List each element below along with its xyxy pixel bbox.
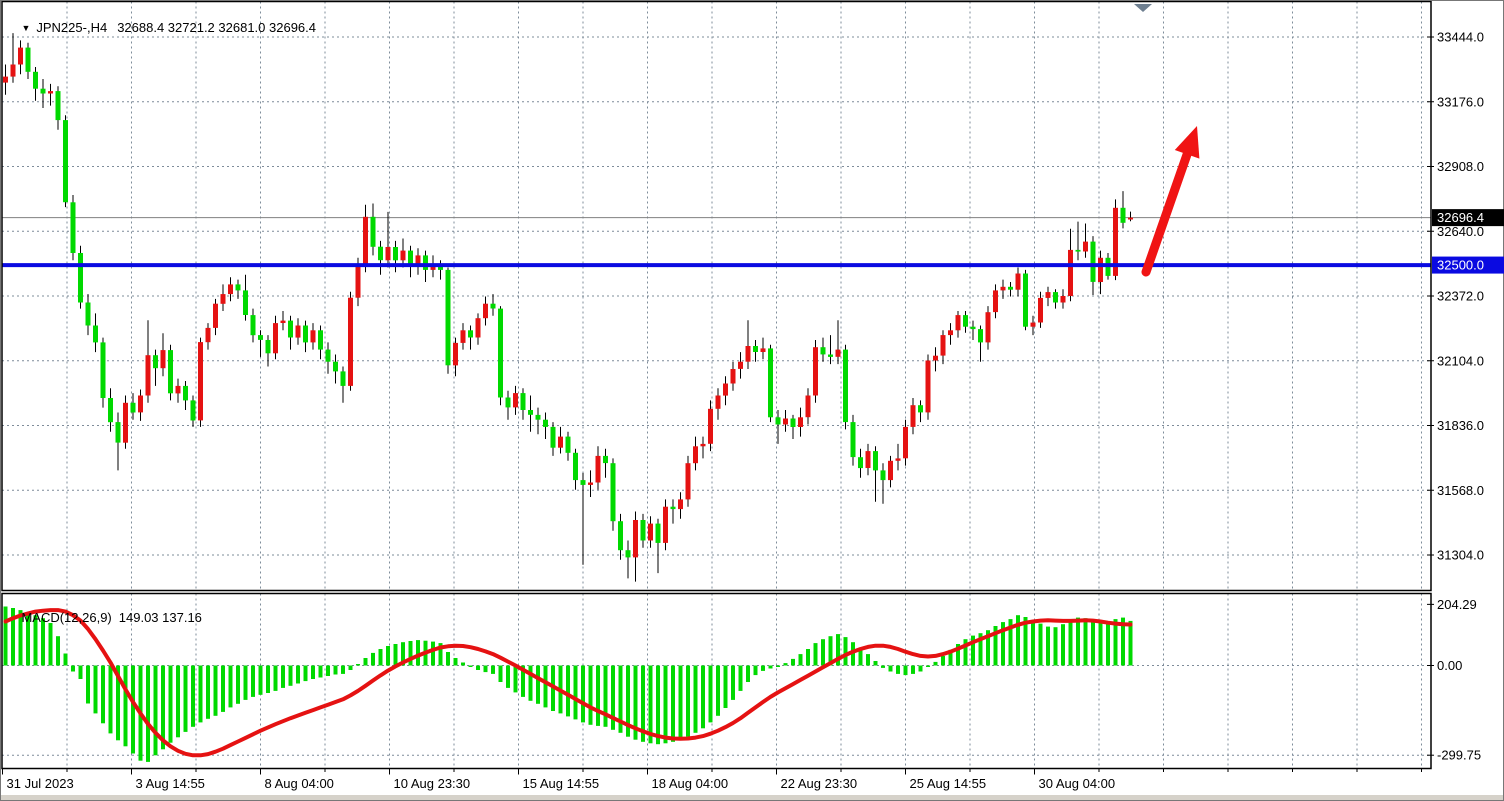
svg-text:32640.0: 32640.0: [1437, 224, 1484, 239]
macd-header: MACD(12,26,9) 149.03 137.16: [7, 595, 202, 640]
ohlc-values: 32688.4 32721.2 32681.0 32696.4: [117, 20, 316, 35]
macd-current-values: 149.03 137.16: [118, 610, 202, 625]
svg-text:15 Aug 14:55: 15 Aug 14:55: [523, 776, 600, 791]
svg-text:33176.0: 33176.0: [1437, 94, 1484, 109]
macd-indicator-label: MACD(12,26,9): [21, 610, 112, 625]
svg-text:31836.0: 31836.0: [1437, 418, 1484, 433]
svg-text:33444.0: 33444.0: [1437, 30, 1484, 45]
svg-text:31568.0: 31568.0: [1437, 483, 1484, 498]
symbol-dropdown-icon[interactable]: ▼: [21, 23, 31, 33]
svg-text:32696.4: 32696.4: [1437, 210, 1484, 225]
svg-text:22 Aug 23:30: 22 Aug 23:30: [781, 776, 858, 791]
current-price-tag: 32696.4: [1432, 209, 1504, 227]
symbol-period-label: JPN225-,H4: [36, 20, 108, 35]
svg-text:32500.0: 32500.0: [1437, 258, 1484, 273]
macd-signal-line: [3, 608, 1133, 758]
svg-text:32372.0: 32372.0: [1437, 289, 1484, 304]
svg-text:32104.0: 32104.0: [1437, 353, 1484, 368]
svg-text:25 Aug 14:55: 25 Aug 14:55: [910, 776, 987, 791]
svg-text:-299.75: -299.75: [1437, 748, 1481, 763]
time-axis[interactable]: 31 Jul 2023 3 Aug 14:55 8 Aug 04:00 10 Aug …: [2, 768, 1422, 792]
shift-marker-icon: [1134, 4, 1152, 12]
chart-header: ▼ JPN225-,H4 32688.4 32721.2 32681.0 32696…: [7, 5, 316, 50]
svg-text:3 Aug 14:55: 3 Aug 14:55: [136, 776, 205, 791]
bottom-scroll-strip[interactable]: [1, 795, 1503, 800]
up-trend-arrow[interactable]: [1141, 126, 1200, 277]
candles: [3, 33, 1133, 582]
svg-text:8 Aug 04:00: 8 Aug 04:00: [265, 776, 334, 791]
svg-text:31 Jul 2023: 31 Jul 2023: [7, 776, 74, 791]
svg-text:18 Aug 04:00: 18 Aug 04:00: [652, 776, 729, 791]
svg-text:0.00: 0.00: [1437, 658, 1462, 673]
svg-text:31304.0: 31304.0: [1437, 548, 1484, 563]
svg-text:32908.0: 32908.0: [1437, 159, 1484, 174]
svg-text:30 Aug 04:00: 30 Aug 04:00: [1039, 776, 1116, 791]
svg-text:204.29: 204.29: [1437, 597, 1477, 612]
macd-histogram: [3, 606, 1133, 762]
grid: [2, 1, 1431, 769]
svg-text:10 Aug 23:30: 10 Aug 23:30: [394, 776, 471, 791]
price-axis[interactable]: 33444.0 33176.0 32908.0 32640.0 32372.0 32104…: [1427, 30, 1484, 763]
level-price-tag: 32500.0: [1432, 256, 1504, 274]
